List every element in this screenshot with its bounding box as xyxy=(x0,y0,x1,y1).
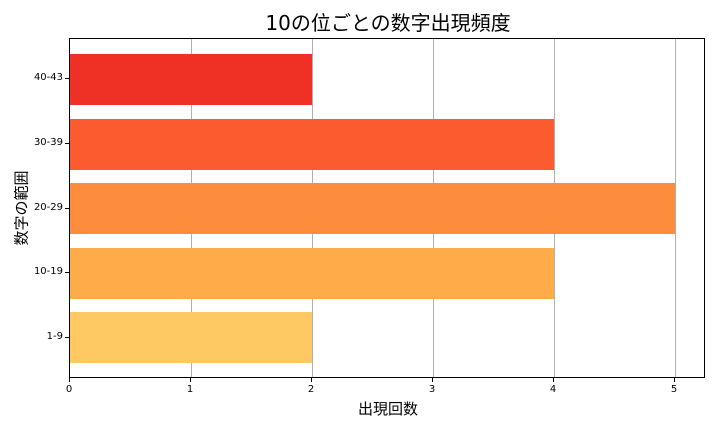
y-axis-title: 数字の範囲 xyxy=(12,170,31,246)
x-tick-label: 0 xyxy=(65,384,73,395)
gridline-x-5 xyxy=(675,39,676,377)
x-tick-label: 2 xyxy=(307,384,315,395)
x-axis-title: 出現回数 xyxy=(357,400,418,418)
x-tick-mark-4 xyxy=(553,378,554,382)
bar-30-39 xyxy=(70,119,554,170)
x-tick-mark-2 xyxy=(311,378,312,382)
x-tick-label: 5 xyxy=(670,384,678,395)
x-tick-mark-0 xyxy=(69,378,70,382)
y-tick-label: 10-19 xyxy=(33,266,63,277)
bar-40-43 xyxy=(70,54,312,105)
x-tick-label: 4 xyxy=(549,384,557,395)
x-tick-mark-5 xyxy=(674,378,675,382)
y-tick-mark xyxy=(65,143,69,144)
bar-1-9 xyxy=(70,312,312,363)
x-tick-mark-3 xyxy=(432,378,433,382)
y-tick-label: 1-9 xyxy=(46,331,63,342)
y-tick-label: 20-29 xyxy=(33,202,63,213)
y-tick-mark xyxy=(65,272,69,273)
chart-title: 10の位ごとの数字出現頻度 xyxy=(265,11,511,35)
bar-20-29 xyxy=(70,183,675,234)
y-tick-label: 40-43 xyxy=(33,72,63,83)
y-tick-mark xyxy=(65,78,69,79)
x-tick-mark-1 xyxy=(190,378,191,382)
y-tick-label: 30-39 xyxy=(33,137,63,148)
y-tick-mark xyxy=(65,337,69,338)
x-tick-label: 1 xyxy=(186,384,194,395)
bar-10-19 xyxy=(70,248,554,299)
y-tick-mark xyxy=(65,208,69,209)
x-tick-label: 3 xyxy=(428,384,436,395)
plot-area xyxy=(69,38,705,378)
